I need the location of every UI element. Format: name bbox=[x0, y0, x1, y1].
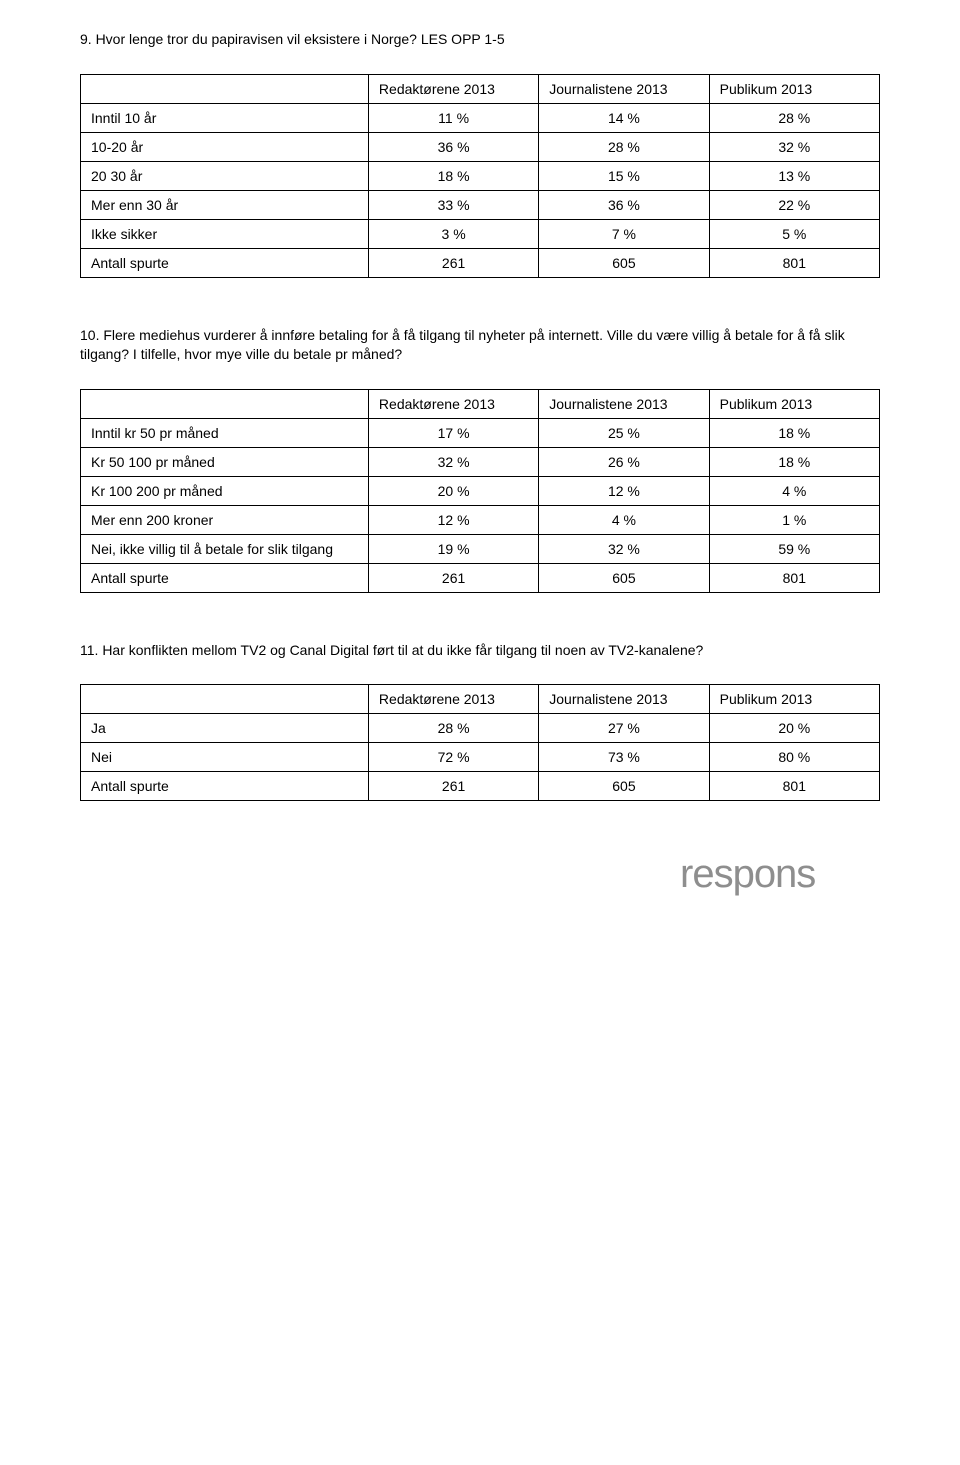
cell: 12 % bbox=[368, 505, 538, 534]
cell: 1 % bbox=[709, 505, 879, 534]
cell: 22 % bbox=[709, 190, 879, 219]
row-label: 10-20 år bbox=[81, 132, 369, 161]
row-label: Inntil 10 år bbox=[81, 103, 369, 132]
table-header-row: Redaktørene 2013 Journalistene 2013 Publ… bbox=[81, 74, 880, 103]
row-label: Kr 100 200 pr måned bbox=[81, 476, 369, 505]
table-q9: Redaktørene 2013 Journalistene 2013 Publ… bbox=[80, 74, 880, 278]
cell: 801 bbox=[709, 563, 879, 592]
header-blank bbox=[81, 389, 369, 418]
table-row: 20 30 år 18 % 15 % 13 % bbox=[81, 161, 880, 190]
cell: 14 % bbox=[539, 103, 709, 132]
row-label: Inntil kr 50 pr måned bbox=[81, 418, 369, 447]
table-row: Mer enn 30 år 33 % 36 % 22 % bbox=[81, 190, 880, 219]
cell: 27 % bbox=[539, 714, 709, 743]
respons-logo-icon: respons bbox=[680, 849, 880, 897]
row-label: Antall spurte bbox=[81, 772, 369, 801]
logo-text: respons bbox=[680, 852, 815, 896]
table-row: Kr 100 200 pr måned 20 % 12 % 4 % bbox=[81, 476, 880, 505]
cell: 32 % bbox=[709, 132, 879, 161]
table-header-row: Redaktørene 2013 Journalistene 2013 Publ… bbox=[81, 685, 880, 714]
cell: 605 bbox=[539, 772, 709, 801]
header-redaktorene: Redaktørene 2013 bbox=[368, 74, 538, 103]
cell: 261 bbox=[368, 563, 538, 592]
cell: 33 % bbox=[368, 190, 538, 219]
cell: 12 % bbox=[539, 476, 709, 505]
row-label: Nei, ikke villig til å betale for slik t… bbox=[81, 534, 369, 563]
row-label: Mer enn 200 kroner bbox=[81, 505, 369, 534]
table-q10: Redaktørene 2013 Journalistene 2013 Publ… bbox=[80, 389, 880, 593]
header-blank bbox=[81, 685, 369, 714]
cell: 18 % bbox=[709, 418, 879, 447]
question-11-text: 11. Har konflikten mellom TV2 og Canal D… bbox=[80, 641, 880, 661]
header-publikum: Publikum 2013 bbox=[709, 685, 879, 714]
row-label: 20 30 år bbox=[81, 161, 369, 190]
cell: 36 % bbox=[368, 132, 538, 161]
cell: 25 % bbox=[539, 418, 709, 447]
row-label: Antall spurte bbox=[81, 248, 369, 277]
header-journalistene: Journalistene 2013 bbox=[539, 685, 709, 714]
row-label: Ja bbox=[81, 714, 369, 743]
cell: 26 % bbox=[539, 447, 709, 476]
cell: 261 bbox=[368, 772, 538, 801]
row-label: Kr 50 100 pr måned bbox=[81, 447, 369, 476]
header-redaktorene: Redaktørene 2013 bbox=[368, 685, 538, 714]
cell: 15 % bbox=[539, 161, 709, 190]
cell: 72 % bbox=[368, 743, 538, 772]
cell: 5 % bbox=[709, 219, 879, 248]
table-row: Inntil 10 år 11 % 14 % 28 % bbox=[81, 103, 880, 132]
cell: 80 % bbox=[709, 743, 879, 772]
cell: 261 bbox=[368, 248, 538, 277]
cell: 7 % bbox=[539, 219, 709, 248]
cell: 59 % bbox=[709, 534, 879, 563]
table-header-row: Redaktørene 2013 Journalistene 2013 Publ… bbox=[81, 389, 880, 418]
header-publikum: Publikum 2013 bbox=[709, 74, 879, 103]
cell: 19 % bbox=[368, 534, 538, 563]
table-row: Antall spurte 261 605 801 bbox=[81, 772, 880, 801]
table-row: Ikke sikker 3 % 7 % 5 % bbox=[81, 219, 880, 248]
cell: 28 % bbox=[539, 132, 709, 161]
header-blank bbox=[81, 74, 369, 103]
table-row: Ja 28 % 27 % 20 % bbox=[81, 714, 880, 743]
cell: 18 % bbox=[368, 161, 538, 190]
cell: 605 bbox=[539, 248, 709, 277]
cell: 18 % bbox=[709, 447, 879, 476]
cell: 11 % bbox=[368, 103, 538, 132]
table-row: Nei 72 % 73 % 80 % bbox=[81, 743, 880, 772]
row-label: Mer enn 30 år bbox=[81, 190, 369, 219]
cell: 32 % bbox=[539, 534, 709, 563]
row-label: Ikke sikker bbox=[81, 219, 369, 248]
header-publikum: Publikum 2013 bbox=[709, 389, 879, 418]
cell: 20 % bbox=[709, 714, 879, 743]
cell: 13 % bbox=[709, 161, 879, 190]
cell: 28 % bbox=[709, 103, 879, 132]
header-journalistene: Journalistene 2013 bbox=[539, 389, 709, 418]
table-row: Nei, ikke villig til å betale for slik t… bbox=[81, 534, 880, 563]
table-row: Antall spurte 261 605 801 bbox=[81, 248, 880, 277]
question-10-text: 10. Flere mediehus vurderer å innføre be… bbox=[80, 326, 880, 365]
respons-logo: respons bbox=[80, 849, 880, 900]
cell: 32 % bbox=[368, 447, 538, 476]
header-redaktorene: Redaktørene 2013 bbox=[368, 389, 538, 418]
row-label: Nei bbox=[81, 743, 369, 772]
table-q11: Redaktørene 2013 Journalistene 2013 Publ… bbox=[80, 684, 880, 801]
row-label: Antall spurte bbox=[81, 563, 369, 592]
header-journalistene: Journalistene 2013 bbox=[539, 74, 709, 103]
table-row: Mer enn 200 kroner 12 % 4 % 1 % bbox=[81, 505, 880, 534]
cell: 605 bbox=[539, 563, 709, 592]
cell: 4 % bbox=[539, 505, 709, 534]
cell: 3 % bbox=[368, 219, 538, 248]
cell: 73 % bbox=[539, 743, 709, 772]
table-row: Antall spurte 261 605 801 bbox=[81, 563, 880, 592]
table-row: Inntil kr 50 pr måned 17 % 25 % 18 % bbox=[81, 418, 880, 447]
cell: 28 % bbox=[368, 714, 538, 743]
table-row: Kr 50 100 pr måned 32 % 26 % 18 % bbox=[81, 447, 880, 476]
cell: 36 % bbox=[539, 190, 709, 219]
cell: 801 bbox=[709, 772, 879, 801]
cell: 17 % bbox=[368, 418, 538, 447]
cell: 4 % bbox=[709, 476, 879, 505]
table-row: 10-20 år 36 % 28 % 32 % bbox=[81, 132, 880, 161]
cell: 801 bbox=[709, 248, 879, 277]
cell: 20 % bbox=[368, 476, 538, 505]
question-9-text: 9. Hvor lenge tror du papiravisen vil ek… bbox=[80, 30, 880, 50]
